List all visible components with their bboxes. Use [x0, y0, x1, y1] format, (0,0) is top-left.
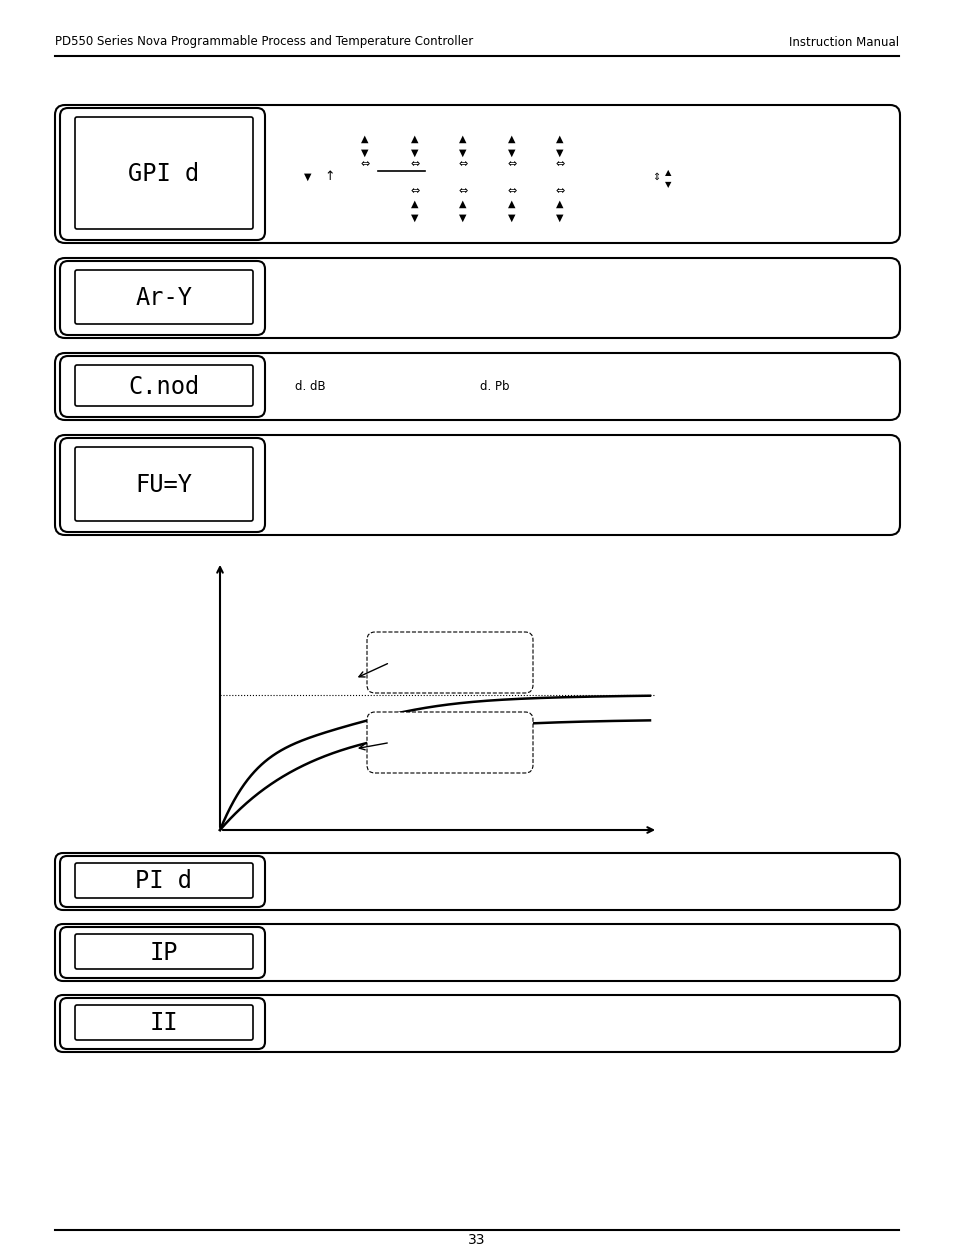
- FancyBboxPatch shape: [75, 365, 253, 407]
- Text: ⇔: ⇔: [360, 160, 370, 170]
- Text: ⇔: ⇔: [507, 160, 517, 170]
- Text: ▼: ▼: [664, 180, 671, 188]
- Text: ▲: ▲: [508, 198, 516, 208]
- FancyBboxPatch shape: [75, 863, 253, 898]
- FancyBboxPatch shape: [60, 355, 265, 416]
- Text: ▲: ▲: [664, 168, 671, 177]
- FancyBboxPatch shape: [55, 853, 899, 910]
- Text: ▼: ▼: [304, 172, 312, 182]
- Text: PI d: PI d: [135, 869, 193, 894]
- Text: ↑: ↑: [324, 171, 335, 183]
- FancyBboxPatch shape: [55, 435, 899, 535]
- Text: ▲: ▲: [556, 198, 563, 208]
- Text: C.nod: C.nod: [129, 374, 199, 399]
- Text: ▼: ▼: [556, 147, 563, 157]
- Text: ⇔: ⇔: [410, 186, 419, 196]
- FancyBboxPatch shape: [55, 258, 899, 338]
- Text: PD550 Series Nova Programmable Process and Temperature Controller: PD550 Series Nova Programmable Process a…: [55, 35, 473, 49]
- FancyBboxPatch shape: [75, 1005, 253, 1040]
- Text: 33: 33: [468, 1233, 485, 1247]
- Text: IP: IP: [150, 940, 178, 964]
- FancyBboxPatch shape: [75, 446, 253, 521]
- Text: ▲: ▲: [361, 133, 369, 143]
- Text: ▲: ▲: [508, 133, 516, 143]
- Text: d. Pb: d. Pb: [479, 380, 509, 393]
- Text: ▼: ▼: [458, 212, 466, 222]
- Text: FU=Y: FU=Y: [135, 473, 193, 498]
- FancyBboxPatch shape: [60, 998, 265, 1049]
- Text: ▲: ▲: [411, 198, 418, 208]
- FancyBboxPatch shape: [75, 934, 253, 969]
- FancyBboxPatch shape: [75, 117, 253, 229]
- Text: ⇕: ⇕: [651, 172, 659, 182]
- Text: ▼: ▼: [508, 147, 516, 157]
- Text: ▼: ▼: [508, 212, 516, 222]
- FancyBboxPatch shape: [60, 261, 265, 335]
- Text: ▼: ▼: [458, 147, 466, 157]
- Text: ⇔: ⇔: [457, 160, 467, 170]
- Text: ▲: ▲: [458, 133, 466, 143]
- Text: d. dB: d. dB: [294, 380, 325, 393]
- FancyBboxPatch shape: [367, 632, 533, 693]
- Text: ⇔: ⇔: [507, 186, 517, 196]
- FancyBboxPatch shape: [55, 995, 899, 1052]
- FancyBboxPatch shape: [60, 108, 265, 239]
- FancyBboxPatch shape: [60, 855, 265, 907]
- Text: ▼: ▼: [556, 212, 563, 222]
- FancyBboxPatch shape: [75, 271, 253, 324]
- Text: GPI d: GPI d: [129, 162, 199, 186]
- FancyBboxPatch shape: [55, 924, 899, 981]
- FancyBboxPatch shape: [367, 712, 533, 773]
- Text: Ar-Y: Ar-Y: [135, 286, 193, 311]
- FancyBboxPatch shape: [60, 438, 265, 532]
- Text: ⇔: ⇔: [457, 186, 467, 196]
- Text: ▼: ▼: [411, 212, 418, 222]
- Text: ⇔: ⇔: [555, 160, 564, 170]
- FancyBboxPatch shape: [60, 927, 265, 978]
- Text: ⇔: ⇔: [555, 186, 564, 196]
- Text: ▲: ▲: [458, 198, 466, 208]
- Text: ⇔: ⇔: [410, 160, 419, 170]
- Text: ▼: ▼: [411, 147, 418, 157]
- FancyBboxPatch shape: [55, 353, 899, 420]
- Text: ▲: ▲: [556, 133, 563, 143]
- FancyBboxPatch shape: [55, 105, 899, 243]
- Text: II: II: [150, 1011, 178, 1035]
- Text: Instruction Manual: Instruction Manual: [788, 35, 898, 49]
- Text: ▲: ▲: [411, 133, 418, 143]
- Text: ▼: ▼: [361, 147, 369, 157]
